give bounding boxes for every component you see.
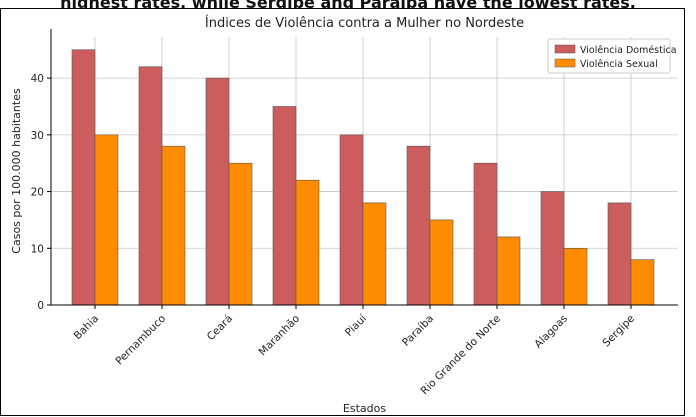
legend-swatch xyxy=(554,44,576,54)
bar-sexual-3 xyxy=(295,179,320,306)
bar-domestica-8 xyxy=(607,202,632,306)
y-tick-label: 10 xyxy=(31,243,44,255)
bars xyxy=(71,49,655,306)
bar-chart: Índices de Violência contra a Mulher no … xyxy=(10,15,678,415)
x-tick-label: Bahia xyxy=(72,313,101,342)
bar-sexual-8 xyxy=(630,259,655,306)
axes xyxy=(50,29,678,306)
y-tick-label: 0 xyxy=(37,300,44,312)
bar-sexual-5 xyxy=(429,219,454,306)
bar-domestica-7 xyxy=(540,191,565,306)
x-tick-label: Piauí xyxy=(343,312,370,339)
x-tick-label: Maranhão xyxy=(257,313,303,359)
x-tick-label: Ceará xyxy=(205,313,235,343)
y-ticks: 0 10 20 30 40 xyxy=(31,73,51,312)
legend-label: Violência Doméstica xyxy=(580,45,677,56)
bar-domestica-3 xyxy=(272,106,297,306)
legend: Violência Doméstica Violência Sexual xyxy=(547,38,677,74)
y-axis-label: Casos por 100.000 habitantes xyxy=(10,88,23,254)
legend-swatch xyxy=(554,58,576,68)
x-tick-label: Sergipe xyxy=(600,313,637,350)
bar-sexual-7 xyxy=(563,247,588,306)
y-tick-label: 20 xyxy=(31,187,44,199)
legend-box xyxy=(547,38,671,74)
bar-sexual-4 xyxy=(362,202,387,306)
y-tick-label: 30 xyxy=(31,130,44,142)
bar-domestica-5 xyxy=(406,145,431,306)
bar-sexual-1 xyxy=(161,145,186,306)
x-axis-label: Estados xyxy=(343,402,386,415)
bar-domestica-6 xyxy=(473,162,498,306)
bar-domestica-1 xyxy=(138,66,163,306)
x-tick-label: Alagoas xyxy=(532,313,570,351)
chart-title: Índices de Violência contra a Mulher no … xyxy=(205,15,524,31)
x-tick-label: Pernambuco xyxy=(113,313,168,368)
bar-sexual-2 xyxy=(228,162,253,306)
bar-domestica-4 xyxy=(339,134,364,306)
bar-domestica-0 xyxy=(71,49,96,306)
bar-sexual-6 xyxy=(496,236,521,306)
x-tick-label: Paraíba xyxy=(400,313,436,349)
x-ticks: Bahia Pernambuco Ceará Maranhão Piauí Paraíba… xyxy=(72,305,637,397)
bar-domestica-2 xyxy=(205,77,230,306)
chart-panel: Índices de Violência contra a Mulher no … xyxy=(0,8,685,416)
bar-sexual-0 xyxy=(94,134,119,306)
y-tick-label: 40 xyxy=(31,73,44,85)
legend-label: Violência Sexual xyxy=(580,59,658,70)
